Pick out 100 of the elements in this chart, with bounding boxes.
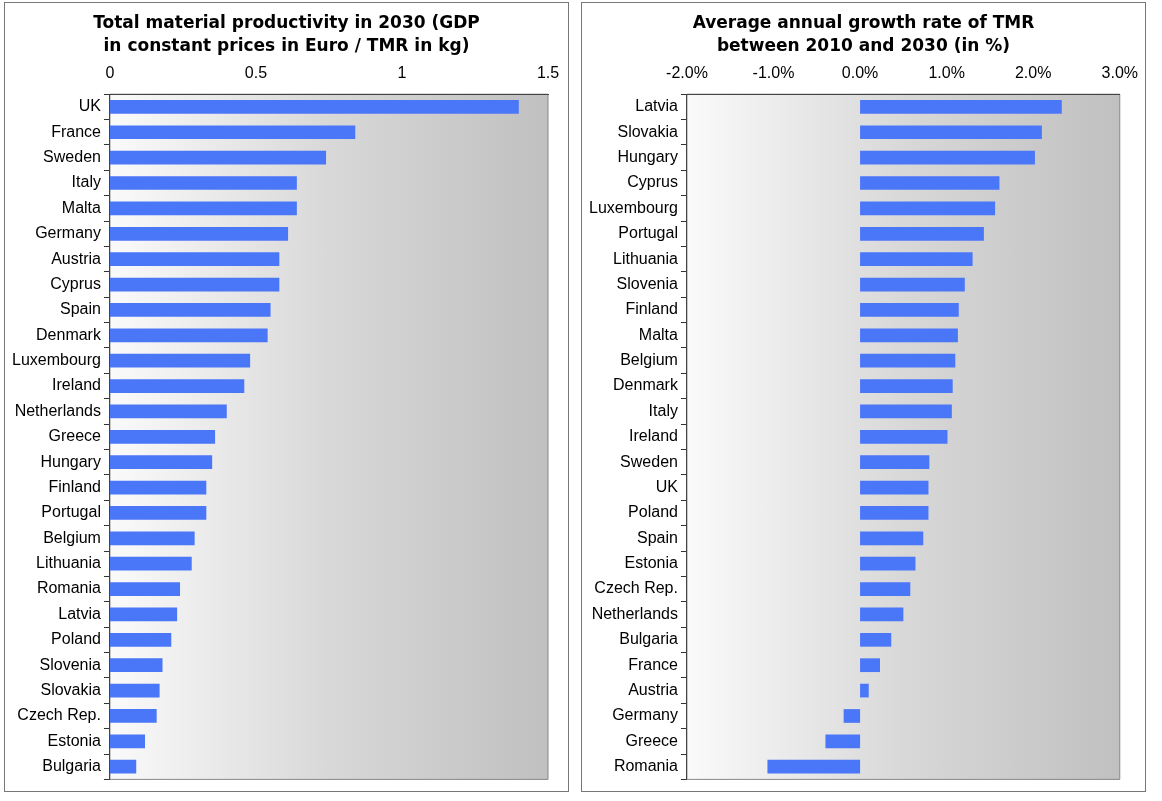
y-tick-label: Denmark: [36, 325, 102, 343]
bar: [860, 480, 929, 495]
y-tick-label: Finland: [625, 300, 678, 318]
y-tick-label: Romania: [36, 579, 102, 597]
bar: [860, 455, 930, 470]
y-tick-label: Latvia: [635, 97, 679, 115]
y-tick-label: Slovakia: [617, 122, 679, 140]
bar: [109, 531, 195, 546]
y-tick-label: Hungary: [40, 452, 101, 470]
x-tick-label: 1.5: [536, 64, 560, 82]
bar: [860, 277, 965, 292]
y-tick-label: Greece: [625, 731, 679, 749]
bar: [109, 100, 519, 114]
y-tick-label: Finland: [48, 477, 101, 495]
y-tick-label: Lithuania: [35, 554, 102, 572]
bar: [860, 201, 996, 216]
bar: [860, 303, 959, 317]
y-tick-label: UK: [655, 477, 679, 495]
bar: [109, 226, 289, 241]
bar: [109, 150, 327, 165]
y-tick-label: UK: [78, 97, 102, 115]
y-tick-label: Ireland: [629, 427, 678, 445]
bar: [860, 252, 973, 267]
y-tick-label: France: [51, 122, 102, 140]
y-tick-label: Czech Rep.: [594, 579, 678, 597]
y-tick-label: Hungary: [617, 148, 678, 166]
bar: [109, 379, 245, 393]
bar: [109, 506, 207, 520]
x-tick-label: 1.0%: [928, 64, 965, 82]
y-tick-label: Greece: [48, 427, 102, 445]
bar: [109, 353, 251, 368]
bar: [860, 328, 958, 343]
y-tick-label: Malta: [638, 325, 679, 343]
bar: [860, 556, 916, 571]
y-tick-label: Netherlands: [14, 401, 101, 419]
bar: [860, 100, 1062, 114]
bar: [767, 759, 861, 774]
chart-title: Average annual growth rate of TMR between 2010 and 2030 (in %): [691, 11, 1036, 57]
y-tick-label: Latvia: [58, 604, 102, 622]
bar: [109, 429, 216, 444]
bar: [860, 404, 952, 419]
bar: [109, 125, 356, 140]
bar: [825, 734, 861, 749]
bar: [109, 658, 163, 673]
bar: [860, 150, 1035, 165]
bar: [860, 429, 948, 444]
y-tick-label: Italy: [71, 173, 101, 191]
bar: [843, 709, 861, 723]
bar: [860, 226, 984, 241]
y-tick-label: Luxembourg: [588, 198, 678, 216]
y-tick-label: Germany: [612, 706, 678, 724]
x-tick-label: 2.0%: [1014, 64, 1052, 82]
y-tick-label: Poland: [51, 630, 101, 648]
y-tick-label: Spain: [60, 300, 101, 318]
bar: [109, 582, 181, 596]
bar: [109, 632, 172, 647]
bar: [860, 531, 924, 546]
x-tick-label: -1.0%: [752, 64, 795, 82]
y-tick-label: Portugal: [41, 503, 101, 521]
bar: [109, 328, 268, 343]
y-tick-label: Estonia: [624, 554, 679, 572]
x-tick-label: -2.0%: [666, 64, 708, 82]
bar: [860, 506, 929, 520]
y-tick-label: Sweden: [43, 148, 101, 166]
x-tick-label: 0: [105, 64, 115, 82]
y-tick-label: Ireland: [52, 376, 101, 394]
y-tick-label: Bulgaria: [619, 630, 679, 648]
bar: [109, 277, 280, 292]
y-tick-label: Belgium: [43, 528, 101, 546]
y-tick-label: Slovenia: [616, 274, 679, 292]
y-tick-label: Romania: [613, 757, 679, 775]
y-tick-label: Spain: [637, 528, 678, 546]
x-tick-label: 0.5: [244, 64, 268, 82]
bar: [860, 658, 880, 673]
y-tick-label: Cyprus: [627, 173, 678, 191]
x-tick-label: 1: [397, 64, 407, 82]
bar: [109, 709, 157, 723]
y-tick-label: France: [628, 655, 679, 673]
y-tick-label: Estonia: [47, 731, 102, 749]
y-tick-label: Poland: [628, 503, 678, 521]
y-tick-label: Slovakia: [40, 680, 102, 698]
bar: [109, 455, 213, 470]
bar: [109, 201, 297, 216]
x-tick-label: 0.0%: [841, 64, 879, 82]
bar: [860, 582, 911, 596]
y-tick-label: Netherlands: [591, 604, 678, 622]
bar: [860, 683, 869, 698]
y-tick-label: Cyprus: [50, 274, 101, 292]
x-tick-label: 3.0%: [1101, 64, 1138, 82]
bar: [860, 125, 1042, 140]
y-tick-label: Belgium: [620, 351, 678, 369]
bar: [109, 607, 178, 622]
y-tick-label: Denmark: [613, 376, 679, 394]
bar: [109, 176, 297, 190]
bar: [109, 303, 271, 317]
bar: [109, 556, 192, 571]
y-tick-label: Austria: [628, 680, 679, 698]
y-tick-label: Italy: [648, 401, 678, 419]
y-tick-label: Austria: [51, 249, 102, 267]
y-tick-label: Portugal: [618, 224, 678, 242]
